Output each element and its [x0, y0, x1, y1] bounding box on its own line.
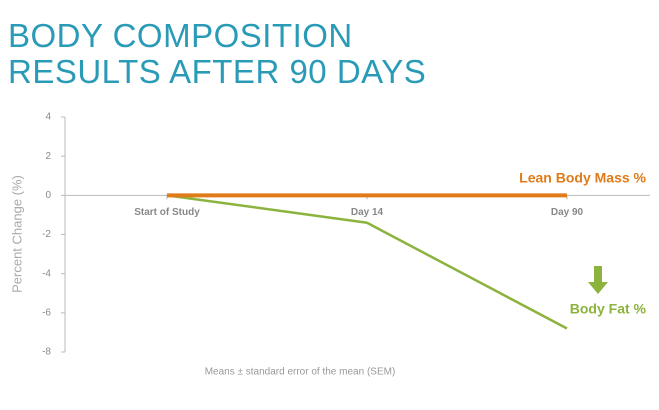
y-tick-label: -4: [42, 268, 51, 279]
y-tick-label: -8: [42, 347, 51, 358]
y-tick-label: 4: [45, 112, 51, 123]
series-label: Lean Body Mass %: [519, 170, 646, 186]
x-tick-label: Start of Study: [134, 207, 200, 218]
chart-title: BODY COMPOSITION RESULTS AFTER 90 DAYS: [8, 17, 427, 90]
series-label: Body Fat %: [570, 301, 647, 317]
y-tick-label: -2: [42, 229, 51, 240]
series-line: [166, 194, 568, 330]
down-arrow: [588, 266, 608, 294]
y-axis-label: Percent Change (%): [9, 175, 24, 293]
x-tick-label: Day 90: [551, 207, 584, 218]
y-tick-label: -6: [42, 307, 51, 318]
x-tick-label: Day 14: [351, 207, 384, 218]
footnote: Means ± standard error of the mean (SEM): [205, 367, 396, 378]
y-tick-label: 2: [45, 151, 51, 162]
y-tick-label: 0: [45, 190, 51, 201]
